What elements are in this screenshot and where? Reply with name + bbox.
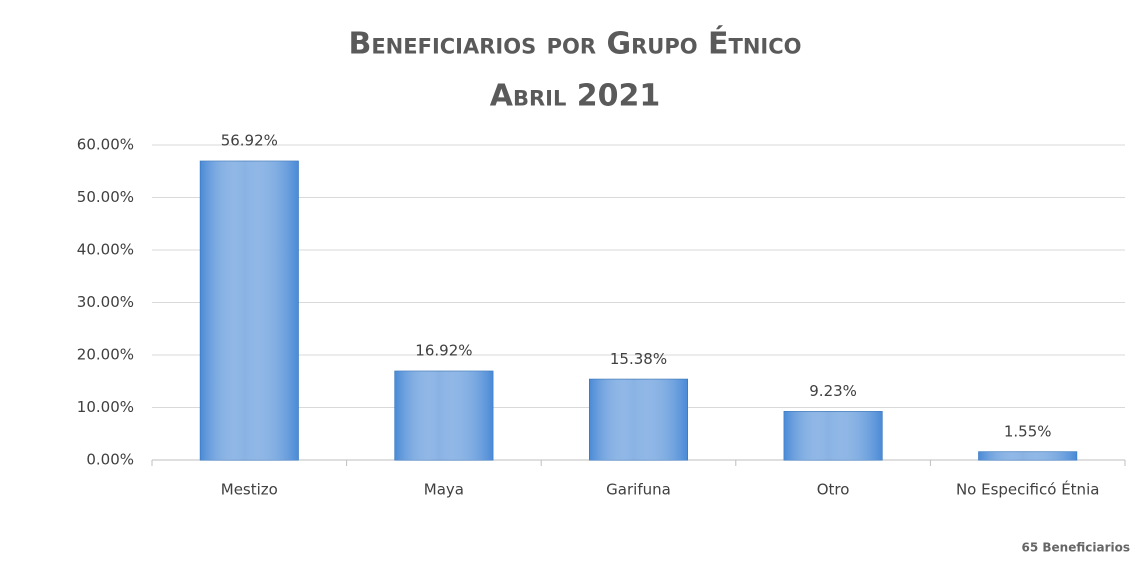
y-tick-label: 10.00% — [77, 398, 134, 416]
data-label: 15.38% — [610, 350, 667, 368]
bar-shine — [394, 371, 493, 460]
y-tick-label: 0.00% — [86, 451, 134, 469]
data-label: 9.23% — [809, 382, 857, 400]
bar-shine — [589, 379, 688, 460]
y-tick-label: 20.00% — [77, 346, 134, 364]
x-tick-label: Maya — [424, 481, 464, 499]
bar-shine — [200, 161, 299, 461]
x-tick-label: No Especificó Étnia — [956, 480, 1100, 499]
data-label: 56.92% — [221, 132, 278, 150]
annotation: 65 Beneficiarios — [1022, 541, 1130, 555]
bar-shine — [784, 411, 883, 460]
y-tick-label: 40.00% — [77, 241, 134, 259]
chart-subtitle: Abril 2021 — [490, 79, 661, 114]
x-tick-label: Otro — [817, 481, 850, 499]
x-tick-label: Garifuna — [606, 481, 671, 499]
data-label: 1.55% — [1004, 422, 1052, 440]
data-label: 16.92% — [415, 342, 472, 360]
chart-title: Beneficiarios por Grupo Étnico — [348, 26, 801, 62]
y-tick-label: 30.00% — [77, 293, 134, 311]
x-tick-label: Mestizo — [221, 481, 278, 499]
y-tick-label: 50.00% — [77, 188, 134, 206]
y-tick-label: 60.00% — [77, 136, 134, 154]
bar-shine — [978, 451, 1077, 460]
